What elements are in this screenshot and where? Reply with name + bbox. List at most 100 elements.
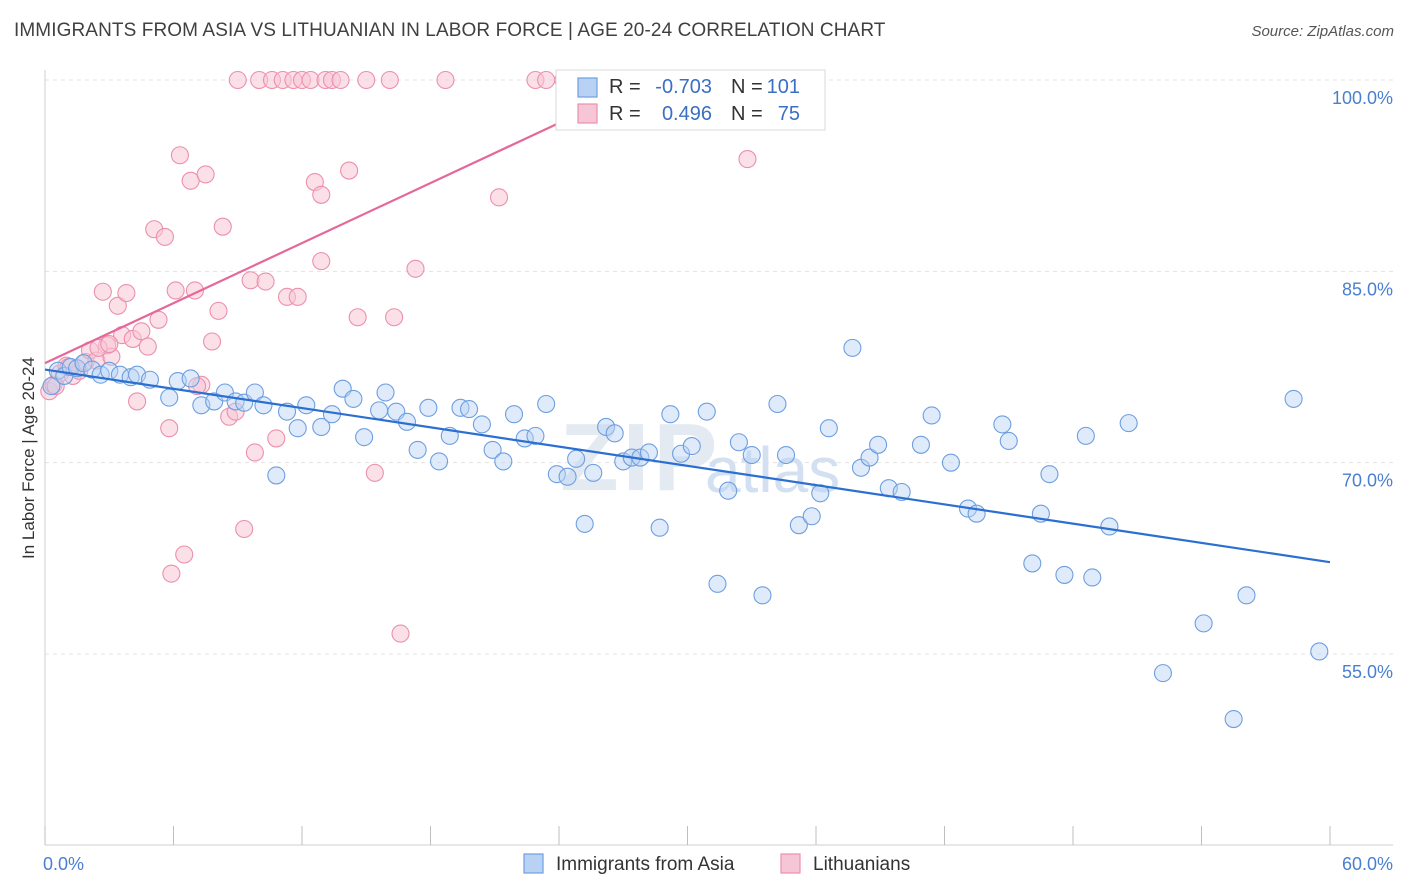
lithuanians-point (537, 70, 556, 90)
asia-point (1023, 554, 1042, 573)
lithuanians-point (132, 322, 151, 341)
asia-point (483, 440, 502, 459)
watermark-atlas: atlas (705, 434, 840, 506)
y-tick-label: 85.0% (1342, 279, 1393, 299)
asia-point (472, 415, 491, 434)
lithuanians-point (235, 519, 254, 539)
asia-point (911, 435, 930, 454)
asia-point (941, 453, 960, 472)
asia-point (1055, 565, 1074, 584)
lithuanians-point (181, 171, 200, 190)
asia-point (729, 433, 748, 452)
asia-point (1153, 664, 1172, 683)
y-axis-label: In Labor Force | Age 20-24 (19, 357, 38, 559)
lithuanians-point (312, 185, 331, 204)
asia-point (160, 388, 179, 407)
axes (44, 70, 1393, 846)
asia-point (558, 467, 577, 486)
legend-n-value-2: 75 (778, 103, 800, 125)
lithuanians-point (160, 419, 179, 438)
asia-point (776, 445, 796, 465)
y-tick-label: 100.0% (1332, 88, 1393, 108)
lithuanians-point (209, 301, 228, 320)
asia-points (42, 338, 1329, 729)
asia-point (697, 402, 716, 421)
chart-title: IMMIGRANTS FROM ASIA VS LITHUANIAN IN LA… (14, 20, 886, 41)
asia-point (297, 396, 316, 415)
asia-point (661, 405, 680, 424)
lithuanians-point (213, 217, 232, 236)
lithuanians-point (267, 429, 286, 448)
asia-point (459, 400, 479, 419)
lithuanians-point (256, 272, 275, 291)
asia-point (267, 466, 286, 485)
legend-n-value-1: 101 (767, 76, 800, 98)
legend-r-label-2: R = (609, 103, 641, 125)
asia-point (1076, 426, 1095, 445)
y-tick-label: 70.0% (1342, 471, 1393, 491)
asia-point (408, 440, 427, 459)
lithuanians-point (117, 283, 136, 303)
legend-n-label-1: N = (731, 76, 763, 98)
series-legend-label-asia: Immigrants from Asia (556, 854, 735, 875)
asia-point (312, 417, 331, 437)
asia-point (993, 415, 1012, 434)
lithuanians-point (166, 281, 185, 300)
asia-point (869, 435, 888, 454)
legend-swatch-pink (577, 103, 598, 124)
asia-point (254, 396, 273, 415)
x-tick-label: 0.0% (43, 854, 84, 874)
lithuanians-point (228, 70, 247, 90)
asia-point (922, 406, 941, 425)
asia-point (584, 463, 603, 482)
lithuanians-point (108, 296, 127, 315)
lithuanians-point (357, 70, 376, 90)
asia-point (575, 514, 594, 533)
lithuanians-points (40, 70, 757, 643)
asia-point (819, 419, 838, 438)
lithuanians-point (738, 150, 757, 169)
lithuanians-point (288, 287, 307, 306)
lithuanians-point (340, 161, 359, 180)
asia-point (742, 445, 761, 465)
asia-point (344, 389, 363, 408)
asia-point (605, 424, 624, 443)
lithuanians-point (436, 70, 455, 90)
lithuanians-point (380, 70, 399, 90)
asia-point (1040, 465, 1059, 484)
x-tick-label: 60.0% (1342, 854, 1393, 874)
asia-trend-line (44, 368, 1331, 564)
asia-point (1194, 614, 1213, 633)
asia-point (860, 448, 879, 467)
asia-point (526, 426, 545, 445)
asia-point (672, 444, 691, 463)
lithuanians-point (348, 308, 367, 327)
asia-point (1237, 586, 1256, 605)
asia-point (1224, 710, 1243, 729)
lithuanians-point (196, 165, 215, 184)
asia-point (370, 401, 389, 420)
series-legend-swatch-asia (523, 853, 544, 874)
asia-point (419, 398, 438, 417)
series-legend: Immigrants from Asia Lithuanians (523, 853, 910, 875)
lithuanians-point (406, 259, 425, 278)
asia-point (999, 431, 1018, 451)
asia-point (789, 516, 808, 535)
asia-point (430, 452, 449, 471)
lithuanians-point (245, 443, 264, 462)
legend-box (555, 69, 826, 131)
series-legend-swatch-lithuanians (780, 853, 801, 874)
lithuanians-point (100, 334, 119, 354)
lithuanians-point (128, 392, 147, 411)
legend-r-label-1: R = (609, 76, 641, 98)
stats-legend: R = -0.703 N = 101 R = 0.496 N = 75 (555, 69, 826, 131)
asia-point (708, 574, 727, 593)
asia-point (494, 452, 513, 471)
lithuanians-point (385, 308, 404, 327)
asia-point (547, 465, 566, 484)
lithuanians-trend-line (44, 79, 652, 365)
lithuanians-point (93, 282, 112, 301)
asia-point (537, 394, 556, 414)
x-tick-labels: 0.0% 60.0% (43, 854, 1393, 874)
asia-point (288, 419, 307, 438)
